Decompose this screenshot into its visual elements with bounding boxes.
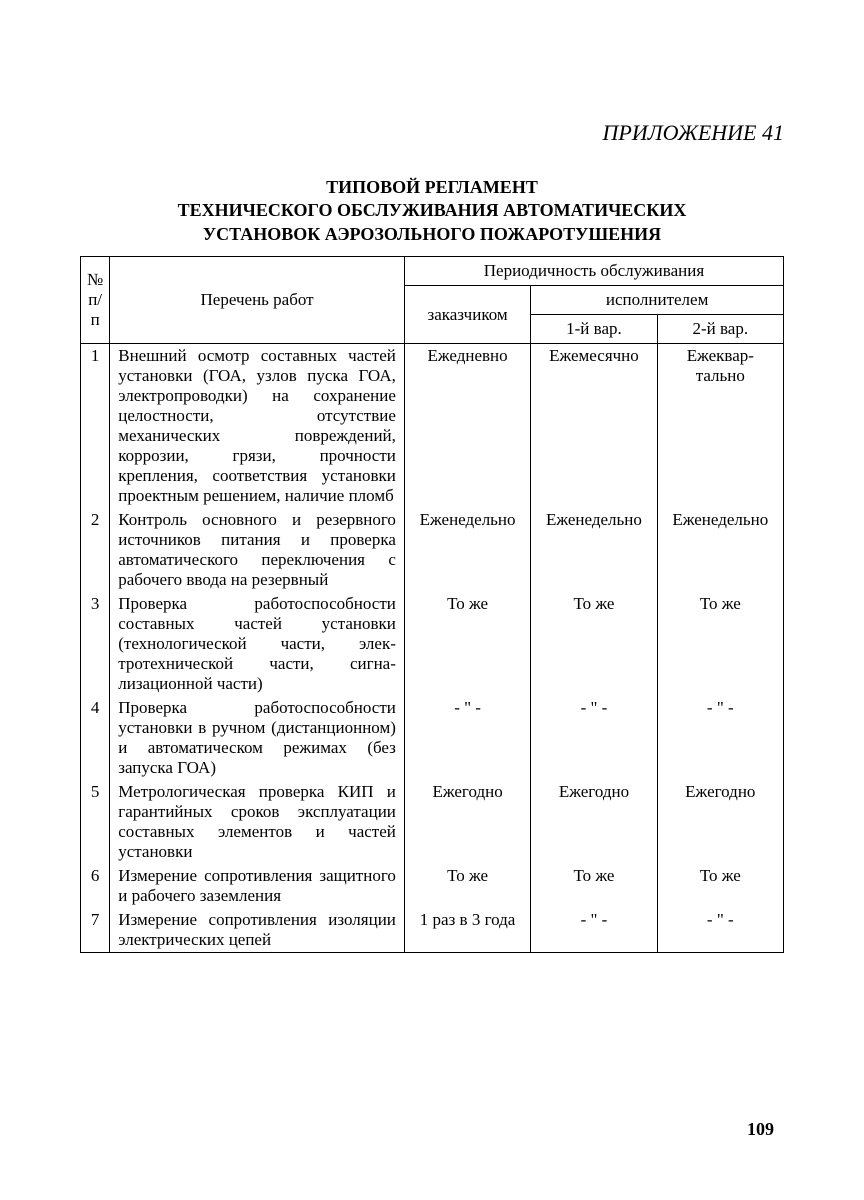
row-work: Измерение сопротивления за­щитного и раб… bbox=[110, 864, 405, 908]
row-var2: То же bbox=[657, 592, 783, 696]
col-header-num: № п/п bbox=[81, 257, 110, 344]
row-var2: Ежеквар­тально bbox=[657, 344, 783, 509]
header-row-1: № п/п Перечень работ Периодичность обслу… bbox=[81, 257, 784, 286]
row-var1: - " - bbox=[531, 908, 657, 953]
row-customer: То же bbox=[404, 592, 530, 696]
table-row: 1 Внешний осмотр составных частей устано… bbox=[81, 344, 784, 509]
row-work: Проверка работоспособности составных час… bbox=[110, 592, 405, 696]
row-work: Измерение сопротивления изо­ляции электр… bbox=[110, 908, 405, 953]
table-row: 2 Контроль основного и резерв­ного источ… bbox=[81, 508, 784, 592]
document-page: ПРИЛОЖЕНИЕ 41 ТИПОВОЙ РЕГЛАМЕНТ ТЕХНИЧЕС… bbox=[0, 0, 864, 1200]
row-num: 3 bbox=[81, 592, 110, 696]
row-customer: То же bbox=[404, 864, 530, 908]
title-line-1: ТИПОВОЙ РЕГЛАМЕНТ bbox=[326, 177, 538, 197]
row-num: 4 bbox=[81, 696, 110, 780]
col-header-worklist: Перечень работ bbox=[110, 257, 405, 344]
appendix-label: ПРИЛОЖЕНИЕ 41 bbox=[80, 120, 784, 146]
row-customer: Ежене­дельно bbox=[404, 508, 530, 592]
row-customer: - " - bbox=[404, 696, 530, 780]
table-row: 5 Метрологическая проверка КИП и гаранти… bbox=[81, 780, 784, 864]
row-work: Метрологическая проверка КИП и гарантийн… bbox=[110, 780, 405, 864]
row-var2: - " - bbox=[657, 696, 783, 780]
row-var2: Ежене­дельно bbox=[657, 508, 783, 592]
title-line-2: ТЕХНИЧЕСКОГО ОБСЛУЖИВАНИЯ АВТОМАТИЧЕСКИХ bbox=[178, 200, 687, 220]
row-work: Контроль основного и резерв­ного источни… bbox=[110, 508, 405, 592]
col-header-var2: 2-й вар. bbox=[657, 315, 783, 344]
row-num: 2 bbox=[81, 508, 110, 592]
col-header-contractor: исполнителем bbox=[531, 286, 784, 315]
row-var2: - " - bbox=[657, 908, 783, 953]
col-header-periodicity: Периодичность обслуживания bbox=[404, 257, 783, 286]
row-work: Внешний осмотр составных частей установк… bbox=[110, 344, 405, 509]
row-var1: Ежене­дельно bbox=[531, 508, 657, 592]
row-var1: Ежеме­сячно bbox=[531, 344, 657, 509]
row-var2: То же bbox=[657, 864, 783, 908]
table-row: 7 Измерение сопротивления изо­ляции элек… bbox=[81, 908, 784, 953]
table-row: 6 Измерение сопротивления за­щитного и р… bbox=[81, 864, 784, 908]
row-num: 1 bbox=[81, 344, 110, 509]
row-num: 5 bbox=[81, 780, 110, 864]
row-var1: То же bbox=[531, 592, 657, 696]
document-title: ТИПОВОЙ РЕГЛАМЕНТ ТЕХНИЧЕСКОГО ОБСЛУЖИВА… bbox=[80, 176, 784, 246]
row-customer: Ежегодно bbox=[404, 780, 530, 864]
row-customer: 1 раз в 3 года bbox=[404, 908, 530, 953]
table-row: 3 Проверка работоспособности составных ч… bbox=[81, 592, 784, 696]
maintenance-schedule-table: № п/п Перечень работ Периодичность обслу… bbox=[80, 256, 784, 953]
row-var1: - " - bbox=[531, 696, 657, 780]
col-header-var1: 1-й вар. bbox=[531, 315, 657, 344]
title-line-3: УСТАНОВОК АЭРОЗОЛЬНОГО ПОЖАРОТУШЕНИЯ bbox=[203, 224, 661, 244]
col-header-customer: заказчиком bbox=[404, 286, 530, 344]
table-body: 1 Внешний осмотр составных частей устано… bbox=[81, 344, 784, 953]
row-var1: То же bbox=[531, 864, 657, 908]
row-work: Проверка работоспособности установки в р… bbox=[110, 696, 405, 780]
row-num: 6 bbox=[81, 864, 110, 908]
page-number: 109 bbox=[747, 1119, 774, 1140]
row-num: 7 bbox=[81, 908, 110, 953]
table-row: 4 Проверка работоспособности установки в… bbox=[81, 696, 784, 780]
row-var2: Ежегодно bbox=[657, 780, 783, 864]
row-var1: Ежегодно bbox=[531, 780, 657, 864]
row-customer: Ежед­невно bbox=[404, 344, 530, 509]
